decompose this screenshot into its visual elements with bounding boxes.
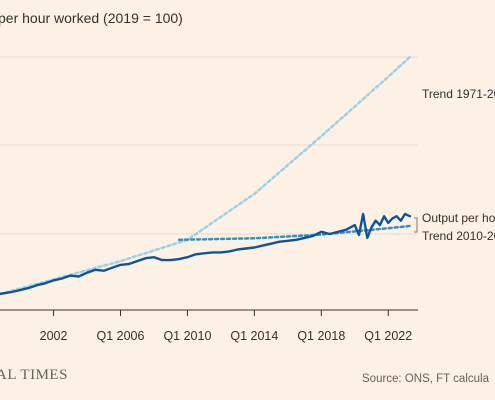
x-tick-label: Q1 2014 xyxy=(230,329,278,343)
ft-brand-text: AL TIMES xyxy=(0,367,68,383)
chart-subtitle: per hour worked (2019 = 100) xyxy=(0,10,183,26)
x-tick-label: Q1 2010 xyxy=(163,329,211,343)
series-line-2 xyxy=(0,212,412,296)
label-output-per-hour: Output per hou xyxy=(422,211,495,225)
series-line-1 xyxy=(177,224,412,242)
series-layer xyxy=(0,55,412,296)
series-labels: Trend 1971-20 Output per hou Trend 2010-20 xyxy=(414,87,495,243)
x-tick-label: Q1 2006 xyxy=(97,329,145,343)
label-trend-1971: Trend 1971-20 xyxy=(422,87,495,101)
label-trend-2010: Trend 2010-20 xyxy=(422,229,495,243)
x-tick-label: Q1 2022 xyxy=(364,329,412,343)
label-bracket xyxy=(414,217,418,233)
x-axis-ticks: 2002 Q1 2006 Q1 2010 Q1 2014 Q1 2018 Q1 2022 xyxy=(40,310,412,343)
gridlines xyxy=(0,56,418,311)
x-tick-label: Q1 2018 xyxy=(297,329,345,343)
source-note: Source: ONS, FT calcula xyxy=(362,373,489,385)
series-line-0 xyxy=(0,55,412,296)
x-tick-label: 2002 xyxy=(40,329,68,343)
